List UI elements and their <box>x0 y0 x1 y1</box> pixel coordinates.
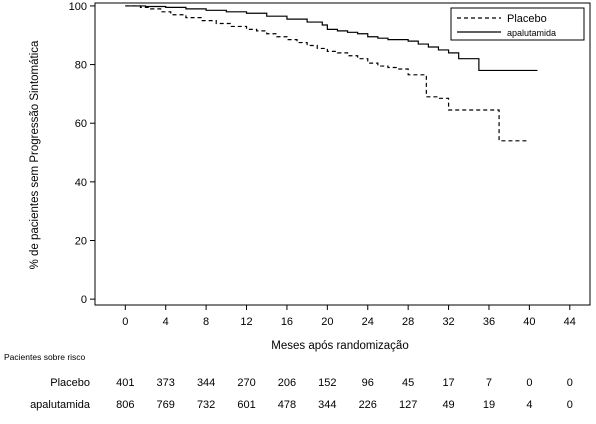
series-group <box>125 5 538 142</box>
risk-table: Pacientes sobre risco Placebo 401 373 344 270… <box>4 352 573 411</box>
y-axis-label: % de pacientes sem Progressão Sintomátic… <box>29 40 41 269</box>
risk-cell: 152 <box>318 377 336 389</box>
risk-cell: 7 <box>486 377 492 389</box>
y-tick-label: 0 <box>81 294 87 306</box>
y-tick-label: 40 <box>75 177 87 189</box>
x-tick-label: 32 <box>442 316 454 328</box>
risk-cell: 45 <box>402 377 414 389</box>
risk-cell: 401 <box>116 377 134 389</box>
risk-cell: 270 <box>237 377 255 389</box>
legend-label: Placebo <box>507 13 547 25</box>
risk-row-label: apalutamida <box>30 399 91 411</box>
plot-border <box>94 2 591 306</box>
y-tick-label: 80 <box>75 60 87 72</box>
risk-cell: 769 <box>157 399 175 411</box>
risk-cell: 806 <box>116 399 134 411</box>
plot-frame <box>94 2 591 306</box>
risk-cell: 226 <box>359 399 377 411</box>
x-tick-label: 0 <box>122 316 128 328</box>
x-tick-label: 12 <box>240 316 252 328</box>
risk-cell: 4 <box>526 399 532 411</box>
series-line-apalutamida <box>125 5 538 72</box>
risk-cell: 344 <box>318 399 336 411</box>
x-tick-label: 28 <box>402 316 414 328</box>
risk-cell: 373 <box>157 377 175 389</box>
x-tick-label: 4 <box>163 316 169 328</box>
x-axis: 0 4 8 12 16 20 24 28 32 36 40 44 <box>122 305 576 328</box>
y-tick-label: 20 <box>75 235 87 247</box>
risk-cell: 344 <box>197 377 215 389</box>
risk-cell: 601 <box>237 399 255 411</box>
series-line-placebo <box>125 5 530 142</box>
legend: Placebo apalutamida <box>450 7 585 41</box>
legend-label: apalutamida <box>507 28 556 38</box>
x-axis-label: Meses após randomização <box>271 340 408 352</box>
risk-cell: 96 <box>362 377 374 389</box>
risk-cell: 127 <box>399 399 417 411</box>
risk-cell: 19 <box>483 399 495 411</box>
risk-cell: 0 <box>526 377 532 389</box>
risk-cell: 0 <box>567 377 573 389</box>
x-tick-label: 20 <box>321 316 333 328</box>
risk-cell: 0 <box>567 399 573 411</box>
y-tick-label: 100 <box>69 1 87 13</box>
risk-cell: 49 <box>442 399 454 411</box>
risk-cell: 206 <box>278 377 296 389</box>
y-axis: 0 20 40 60 80 100 <box>69 1 95 306</box>
risk-row-label: Placebo <box>50 377 90 389</box>
x-tick-label: 24 <box>362 316 374 328</box>
x-tick-label: 40 <box>523 316 535 328</box>
x-tick-label: 16 <box>281 316 293 328</box>
risk-cell: 732 <box>197 399 215 411</box>
x-tick-label: 36 <box>483 316 495 328</box>
risk-cell: 17 <box>442 377 454 389</box>
risk-table-title: Pacientes sobre risco <box>4 352 86 362</box>
risk-cell: 478 <box>278 399 296 411</box>
x-tick-label: 44 <box>564 316 576 328</box>
y-tick-label: 60 <box>75 118 87 130</box>
legend-box <box>450 7 585 41</box>
x-tick-label: 8 <box>203 316 209 328</box>
